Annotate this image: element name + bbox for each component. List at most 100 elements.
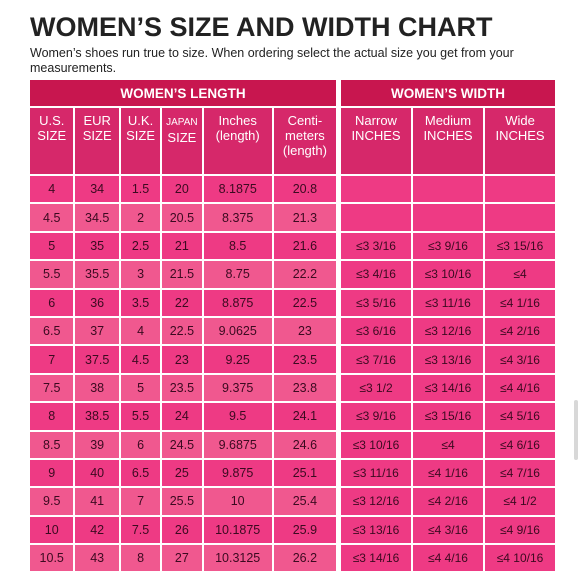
column-header-line: SIZE bbox=[126, 128, 156, 143]
table-cell: 40 bbox=[75, 459, 119, 487]
column-header-line: INCHES bbox=[423, 128, 473, 143]
table-cell: 24.1 bbox=[273, 403, 336, 430]
table-cell: 23.8 bbox=[273, 374, 336, 402]
table-cell: 22.2 bbox=[273, 261, 336, 288]
table-row: 6.5 37 4 22.5 9.0625 23 bbox=[30, 317, 336, 345]
table-cell: 42 bbox=[75, 516, 119, 544]
womens-width-header: WOMEN’S WIDTH bbox=[341, 80, 556, 106]
table-cell: 2.5 bbox=[120, 232, 161, 260]
table-cell: 25.5 bbox=[162, 488, 202, 515]
table-cell: 10 bbox=[30, 516, 74, 544]
table-cell: 6 bbox=[30, 289, 74, 316]
womens-width-table: WOMEN’S WIDTH Narrow INCHES Medium INCHES Wi… bbox=[339, 78, 557, 573]
table-cell: 1.5 bbox=[120, 176, 161, 203]
table-cell: ≤4 6/16 bbox=[485, 431, 556, 458]
table-cell: ≤4 9/16 bbox=[485, 516, 556, 544]
table-row: 7.5 38 5 23.5 9.375 23.8 bbox=[30, 374, 336, 402]
column-header: Narrow INCHES bbox=[341, 108, 411, 174]
table-cell: ≤4 10/16 bbox=[485, 545, 556, 572]
table-cell: 10.3125 bbox=[203, 545, 272, 572]
table-cell bbox=[341, 204, 411, 231]
table-cell: ≤3 11/16 bbox=[341, 459, 411, 487]
column-header-line: INCHES bbox=[495, 128, 545, 143]
table-cell: ≤3 10/16 bbox=[413, 261, 483, 288]
table-cell: 21.5 bbox=[162, 261, 202, 288]
column-header-line: SIZE bbox=[82, 128, 112, 143]
table-cell: 4.5 bbox=[120, 346, 161, 373]
table-cell: 21.3 bbox=[273, 204, 336, 231]
column-header: U.S. SIZE bbox=[30, 108, 74, 174]
table-row: ≤3 10/16 ≤4 ≤4 6/16 bbox=[341, 431, 556, 458]
column-header: EUR SIZE bbox=[75, 108, 119, 174]
table-cell bbox=[341, 176, 411, 203]
table-cell: ≤3 6/16 bbox=[341, 317, 411, 345]
table-cell: 9.6875 bbox=[203, 431, 272, 458]
column-header-line: U.S. bbox=[39, 113, 65, 128]
table-cell: 8 bbox=[30, 403, 74, 430]
table-cell: 25 bbox=[162, 459, 202, 487]
table-cell: ≤3 12/16 bbox=[413, 317, 483, 345]
table-row: 4.5 34.5 2 20.5 8.375 21.3 bbox=[30, 204, 336, 231]
table-cell: ≤3 14/16 bbox=[341, 545, 411, 572]
table-cell bbox=[413, 176, 483, 203]
table-cell: ≤3 4/16 bbox=[341, 261, 411, 288]
table-cell: 22.5 bbox=[162, 317, 202, 345]
table-cell: 4 bbox=[30, 176, 74, 203]
table-cell: 6.5 bbox=[30, 317, 74, 345]
womens-length-table: WOMEN’S LENGTH U.S. SIZE EUR SIZE U.K. SIZE JA… bbox=[28, 78, 338, 573]
table-cell: 37 bbox=[75, 317, 119, 345]
table-cell: 3 bbox=[120, 261, 161, 288]
column-header: Medium INCHES bbox=[413, 108, 483, 174]
table-cell: ≤4 2/16 bbox=[413, 488, 483, 515]
table-row: ≤3 3/16 ≤3 9/16 ≤3 15/16 bbox=[341, 232, 556, 260]
table-cell: 5.5 bbox=[120, 403, 161, 430]
table-cell: 7 bbox=[120, 488, 161, 515]
table-cell: ≤4 4/16 bbox=[485, 374, 556, 402]
table-row: ≤3 14/16 ≤4 4/16 ≤4 10/16 bbox=[341, 545, 556, 572]
table-cell: 8.5 bbox=[30, 431, 74, 458]
table-cell: 9.5 bbox=[30, 488, 74, 515]
column-header: Centi-meters (length) bbox=[273, 108, 336, 174]
table-cell: 8 bbox=[120, 545, 161, 572]
table-row: ≤3 12/16 ≤4 2/16 ≤4 1/2 bbox=[341, 488, 556, 515]
table-cell: ≤3 13/16 bbox=[413, 346, 483, 373]
table-cell: 38.5 bbox=[75, 403, 119, 430]
table-cell: 8.75 bbox=[203, 261, 272, 288]
table-cell: 21.6 bbox=[273, 232, 336, 260]
table-cell: ≤3 10/16 bbox=[341, 431, 411, 458]
table-cell: ≤3 9/16 bbox=[413, 232, 483, 260]
column-header-line: INCHES bbox=[351, 128, 401, 143]
table-cell: 23 bbox=[162, 346, 202, 373]
scrollbar[interactable] bbox=[574, 400, 578, 460]
table-row: 9.5 41 7 25.5 10 25.4 bbox=[30, 488, 336, 515]
column-header-line: (length) bbox=[282, 143, 327, 158]
table-cell: 38 bbox=[75, 374, 119, 402]
column-header-line: SIZE bbox=[167, 130, 197, 145]
table-cell: 8.1875 bbox=[203, 176, 272, 203]
table-cell: 23.5 bbox=[162, 374, 202, 402]
table-cell: 24.6 bbox=[273, 431, 336, 458]
table-cell: 35 bbox=[75, 232, 119, 260]
table-cell: ≤3 12/16 bbox=[341, 488, 411, 515]
table-cell: 7.5 bbox=[120, 516, 161, 544]
column-header-line: meters bbox=[285, 128, 325, 143]
column-header-line: JAPAN bbox=[166, 117, 198, 128]
table-row: 10 42 7.5 26 10.1875 25.9 bbox=[30, 516, 336, 544]
table-cell: 2 bbox=[120, 204, 161, 231]
table-row: 5.5 35.5 3 21.5 8.75 22.2 bbox=[30, 261, 336, 288]
table-cell: 26 bbox=[162, 516, 202, 544]
column-header-line: (length) bbox=[215, 128, 260, 143]
table-cell: 9.25 bbox=[203, 346, 272, 373]
table-row: ≤3 5/16 ≤3 11/16 ≤4 1/16 bbox=[341, 289, 556, 316]
table-cell: 5 bbox=[120, 374, 161, 402]
table-cell: 36 bbox=[75, 289, 119, 316]
womens-length-header: WOMEN’S LENGTH bbox=[30, 80, 336, 106]
column-header-line: Inches bbox=[218, 113, 257, 128]
table-cell: 10 bbox=[203, 488, 272, 515]
table-cell: ≤3 15/16 bbox=[413, 403, 483, 430]
table-cell: 9.875 bbox=[203, 459, 272, 487]
table-row: 10.5 43 8 27 10.3125 26.2 bbox=[30, 545, 336, 572]
table-cell: ≤4 1/16 bbox=[485, 289, 556, 316]
column-header-line: Medium bbox=[424, 113, 472, 128]
page-subtitle: Women’s shoes run true to size. When ord… bbox=[30, 46, 514, 75]
